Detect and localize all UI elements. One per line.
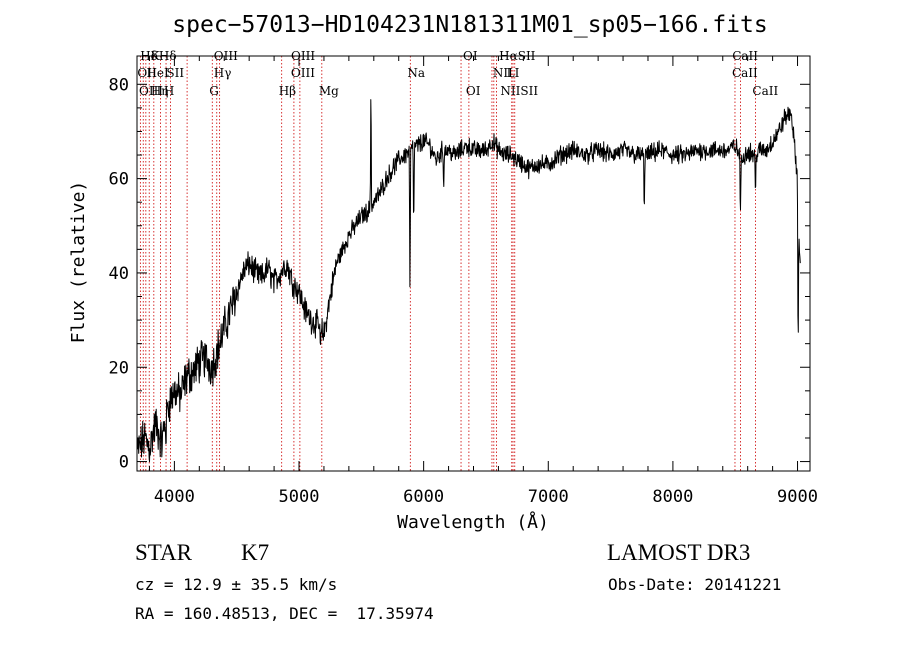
spectral-line-label: Hγ (214, 66, 232, 80)
plot-frame (136, 55, 811, 472)
spectral-line-label: Hβ (279, 84, 296, 98)
y-axis-label: Flux (relative) (68, 181, 89, 344)
x-tick-label: 6000 (403, 487, 444, 507)
object-type: STAR (135, 540, 192, 565)
spectral-line-markers (139, 56, 756, 471)
spectral-line-label: OIII (139, 84, 163, 98)
spectral-line-label: SII (166, 66, 184, 80)
spectral-line-label: OIII (291, 66, 315, 80)
spectral-line-label: Mg (319, 84, 339, 98)
x-tick-label: 8000 (652, 487, 693, 507)
redshift-cz: cz = 12.9 ± 35.5 km/s (135, 575, 338, 594)
x-tick-label: 7000 (528, 487, 569, 507)
spectral-line-label: G (209, 84, 219, 98)
spectral-line-label: OI (466, 84, 481, 98)
spectral-line-label: LI (507, 66, 520, 80)
survey-name: LAMOST DR3 (607, 540, 751, 565)
x-axis-label: Wavelength (Å) (397, 511, 549, 533)
object-subclass: K7 (241, 540, 270, 565)
spectral-line-label: OII (137, 66, 157, 80)
spectral-line-label: NIISII (500, 84, 538, 98)
spectral-line-label: NII (493, 66, 513, 80)
y-tick-label: 20 (109, 358, 129, 378)
x-tick-label: 5000 (279, 487, 320, 507)
spectral-line-label: Hη (151, 84, 169, 98)
chart-title: spec−57013−HD104231N181311M01_sp05−166.f… (172, 12, 767, 38)
x-tick-label: 9000 (777, 487, 818, 507)
spectral-line-label: CaII (732, 66, 758, 80)
spectral-line-label: H (164, 84, 174, 98)
y-axis: 0 20 40 60 80 (109, 75, 810, 473)
y-tick-label: 40 (109, 264, 129, 284)
y-tick-label: 60 (109, 170, 129, 190)
spectrum-series (137, 99, 801, 463)
x-tick-label: 4000 (154, 487, 195, 507)
observation-date: Obs-Date: 20141221 (608, 575, 782, 594)
spectral-line-label: HeI (146, 66, 169, 80)
x-axis: 4000 5000 6000 7000 8000 9000 (148, 56, 818, 507)
spectral-line-label: Na (407, 66, 425, 80)
y-tick-label: 80 (109, 75, 129, 95)
coordinates: RA = 160.48513, DEC = 17.35974 (135, 604, 434, 623)
spectral-line-label: CaII (752, 84, 778, 98)
y-tick-label: 0 (119, 453, 129, 473)
